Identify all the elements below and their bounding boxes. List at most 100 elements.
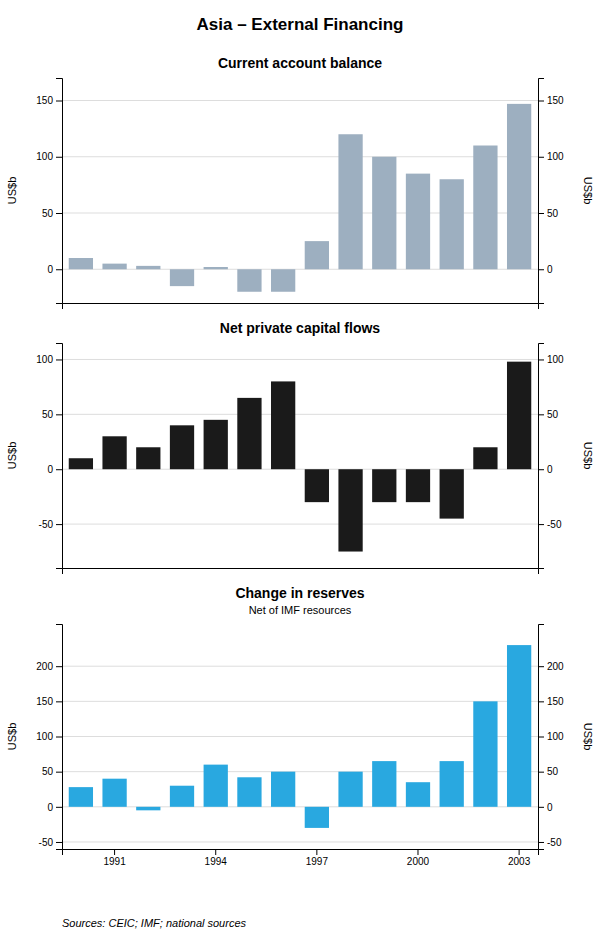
tick-mark [538,737,544,738]
y2-axis: 050100150 [538,79,564,304]
plot: -50 0 50 100 -50 0 50 100 [36,344,564,575]
main-title: Asia – External Financing [197,15,404,34]
panel: Change in reservesNet of IMF resources-5… [6,585,594,867]
panel: Current account balance05010015005010015… [6,55,594,309]
tick-label: 100 [36,354,53,365]
tick: 0 [47,264,62,275]
bar [406,469,430,502]
tick: 150 [538,696,564,707]
tick-mark [56,213,62,214]
tick: 100 [36,151,62,162]
bar [69,258,93,269]
tick: 0 [538,464,553,475]
tick-mark [56,414,62,415]
source-note: Sources: CEIC; IMF; national sources [62,917,247,929]
tick-mark [538,807,544,808]
bar [338,134,362,269]
tick-label: 0 [47,464,53,475]
tick-mark [215,849,216,855]
bar [136,447,160,469]
tick-label: 150 [36,696,53,707]
bar [473,701,497,806]
tick: 50 [42,766,62,777]
grid-line [62,469,538,470]
tick-mark [519,849,520,855]
tick-label: 150 [547,696,564,707]
y2-axis-line [539,79,545,304]
tick: 0 [538,264,553,275]
tick-mark [56,842,62,843]
tick: 1997 [306,849,329,867]
tick-mark [56,701,62,702]
tick-mark [56,524,62,525]
bars [69,362,532,552]
bar [372,157,396,270]
tick-label: 50 [547,208,559,219]
y2-axis-title: US$b [582,177,594,205]
tick-mark [538,469,544,470]
tick-label: -50 [39,519,54,530]
tick: 150 [36,95,62,106]
bar [473,146,497,270]
y-axis-title: US$b [6,442,18,470]
tick-mark [56,359,62,360]
bar [305,469,329,502]
tick-label: 100 [547,354,564,365]
grid-line [62,213,538,214]
bars [69,645,532,828]
tick: 2000 [407,849,430,867]
y2-axis-title: US$b [582,723,594,751]
tick-mark [56,807,62,808]
tick-label: 150 [36,95,53,106]
tick: 1994 [205,849,228,867]
tick: 50 [538,766,559,777]
bar [406,174,430,270]
x-axis [63,569,539,575]
bar [271,772,295,807]
x-axis-line [63,569,539,575]
tick-label: 2000 [407,856,430,867]
y-axis: -50 0 50 100 [36,344,62,569]
tick-mark [538,772,544,773]
y-axis-title: US$b [6,723,18,751]
tick: -50 [538,837,562,848]
y2-axis: -50 0 50 100 [538,344,564,569]
y2-axis-line [539,344,545,569]
bar [170,786,194,807]
tick: 100 [36,354,62,365]
tick-label: 200 [36,661,53,672]
bar [271,381,295,469]
tick-mark [538,269,544,270]
grid-line [62,524,538,525]
tick: 50 [538,208,559,219]
tick: 0 [538,802,553,813]
tick-label: 0 [47,264,53,275]
y-axis-line [56,79,63,304]
tick: -50 [39,837,62,848]
tick-label: 0 [547,802,553,813]
tick-label: 100 [36,731,53,742]
bar [473,447,497,469]
tick: 50 [42,409,62,420]
x-axis-line [63,850,539,856]
grid-line [62,666,538,667]
tick-mark [56,772,62,773]
tick: -50 [538,519,562,530]
tick-label: 0 [547,464,553,475]
grid-line [62,100,538,101]
tick: 150 [538,95,564,106]
tick-mark [538,414,544,415]
tick-mark [538,524,544,525]
grid-line [62,269,538,270]
tick-mark [538,359,544,360]
grid-line [62,156,538,157]
bar [170,425,194,469]
bar [237,269,261,292]
tick-label: 50 [547,409,559,420]
y-axis-line [56,344,63,569]
grid-line [62,771,538,772]
bar [237,398,261,469]
tick: 200 [538,661,564,672]
x-axis: 19911994199720002003 [63,849,539,867]
tick: 100 [538,731,564,742]
